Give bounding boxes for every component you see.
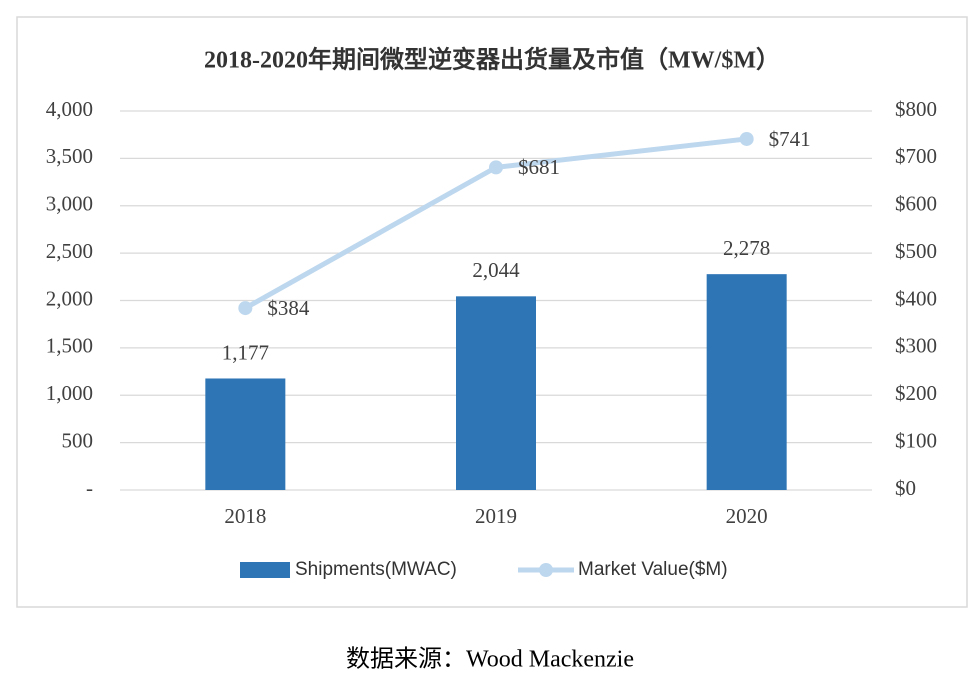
y2-tick-label: $300 xyxy=(895,334,937,358)
y2-tick-label: $200 xyxy=(895,381,937,405)
y-tick-label: - xyxy=(86,476,93,500)
line-value-label: $384 xyxy=(267,296,310,320)
bar-value-label: 2,278 xyxy=(723,236,770,260)
y2-tick-label: $500 xyxy=(895,239,937,263)
y-tick-label: 1,500 xyxy=(46,334,93,358)
legend-label: Shipments(MWAC) xyxy=(295,559,457,580)
bar xyxy=(456,296,536,490)
y2-tick-label: $0 xyxy=(895,476,916,500)
bar xyxy=(706,274,787,490)
y-tick-label: 2,500 xyxy=(46,239,93,263)
legend-swatch xyxy=(240,562,290,578)
y-tick-label: 3,500 xyxy=(46,144,93,168)
y-tick-label: 1,000 xyxy=(46,381,93,405)
y-tick-label: 4,000 xyxy=(46,97,93,121)
legend-label: Market Value($M) xyxy=(578,559,728,580)
line-marker xyxy=(489,160,503,175)
bar xyxy=(205,378,286,490)
x-tick-label: 2019 xyxy=(475,504,517,528)
line-marker xyxy=(238,301,253,316)
y2-tick-label: $400 xyxy=(895,286,937,310)
bar-value-label: 1,177 xyxy=(222,340,269,364)
legend-marker xyxy=(539,563,553,577)
y2-tick-label: $600 xyxy=(895,192,937,216)
y-tick-label: 2,000 xyxy=(46,286,93,310)
line-value-label: $741 xyxy=(769,127,811,151)
y2-tick-label: $800 xyxy=(895,97,937,121)
y2-tick-label: $700 xyxy=(895,144,937,168)
y-tick-label: 500 xyxy=(62,428,94,452)
source-note: 数据来源：Wood Mackenzie xyxy=(346,646,634,673)
chart-title: 2018-2020年期间微型逆变器出货量及市值（MW/$M） xyxy=(204,46,780,74)
x-tick-label: 2018 xyxy=(224,504,266,528)
line-value-label: $681 xyxy=(518,155,560,179)
y2-tick-label: $100 xyxy=(895,428,937,452)
bar-value-label: 2,044 xyxy=(472,258,520,282)
y-tick-label: 3,000 xyxy=(46,192,93,216)
line-marker xyxy=(739,131,754,146)
x-tick-label: 2020 xyxy=(726,504,768,528)
